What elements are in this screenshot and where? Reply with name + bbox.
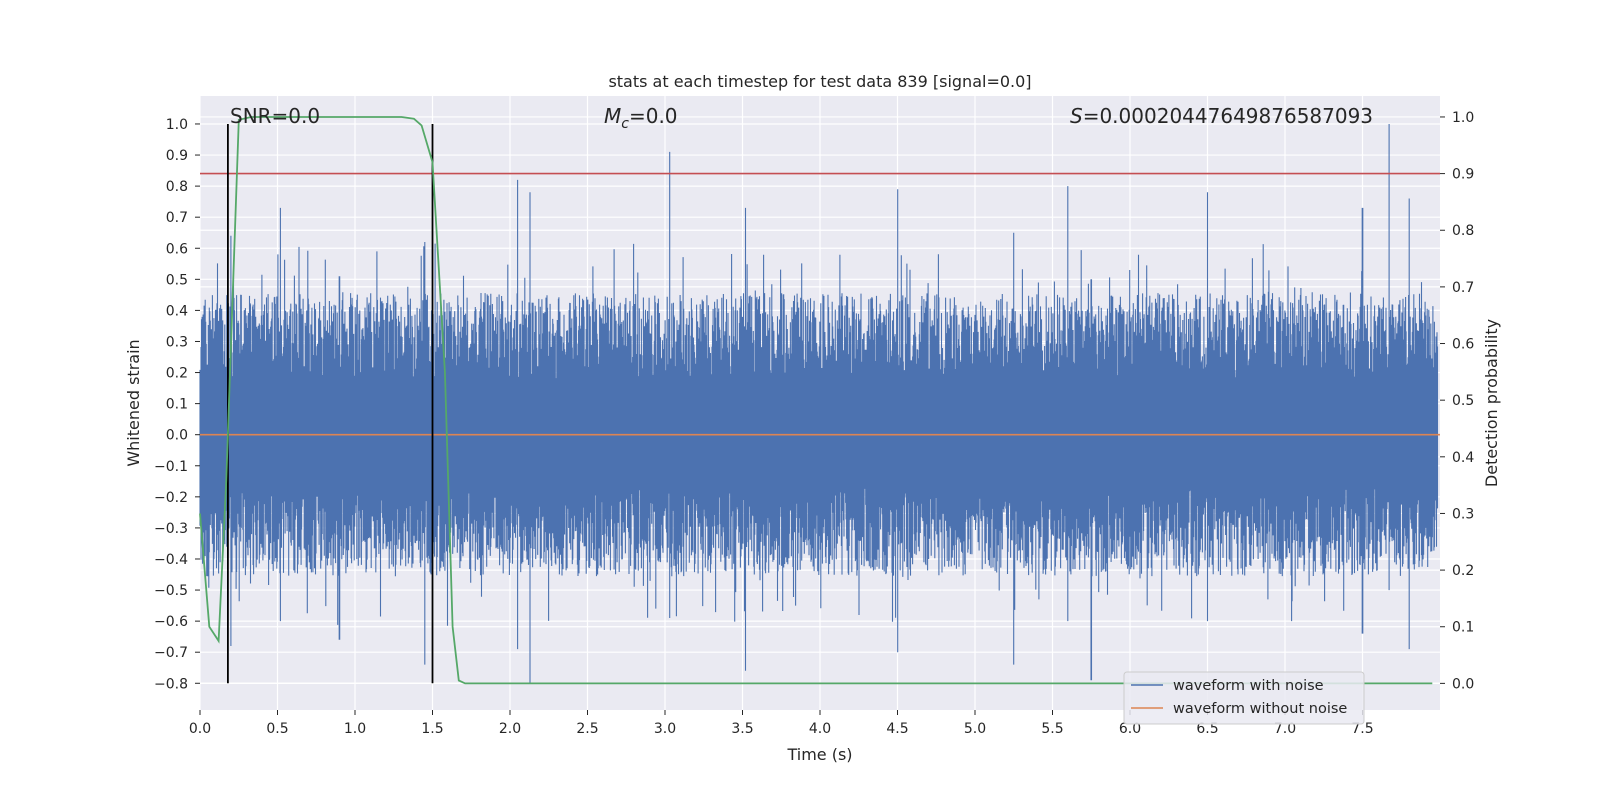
right-tick-label: 0.2 xyxy=(1452,563,1474,579)
x-tick-label: 5.0 xyxy=(964,721,986,737)
chirp-mass-subscript: c xyxy=(621,116,629,132)
x-tick-label: 7.0 xyxy=(1274,721,1296,737)
left-axis-ticks: 1.0 0.9 0.8 0.7 0.6 0.5 0.4 0.3 0.2 0.1 0.0 −0.1 −0.… xyxy=(154,117,200,692)
right-tick-label: 0.5 xyxy=(1452,393,1474,409)
left-tick-label: −0.7 xyxy=(154,645,188,661)
left-axis-label: Whitened strain xyxy=(124,339,143,466)
snr-annotation: SNR=0.0 xyxy=(230,104,320,128)
left-tick-label: 0.1 xyxy=(166,397,188,413)
left-tick-label: −0.4 xyxy=(154,552,188,568)
left-tick-label: 0.4 xyxy=(166,303,188,319)
chart-title: stats at each timestep for test data 839… xyxy=(608,72,1031,91)
x-tick-label: 4.5 xyxy=(886,721,908,737)
noise-waveform-path xyxy=(199,124,1439,684)
left-tick-label: −0.2 xyxy=(154,490,188,506)
right-tick-label: 0.9 xyxy=(1452,167,1474,183)
chirp-mass-annotation: Mc=0.0 xyxy=(604,104,678,132)
legend: waveform with noise waveform without noi… xyxy=(1123,671,1365,725)
left-tick-label: 1.0 xyxy=(166,117,188,133)
right-tick-label: 0.3 xyxy=(1452,506,1474,522)
series-lines xyxy=(199,116,1440,685)
legend-box xyxy=(1123,671,1365,725)
left-tick-label: 0.0 xyxy=(166,428,188,444)
chirp-mass-symbol: M xyxy=(604,104,621,128)
right-axis-ticks: 1.0 0.9 0.8 0.7 0.6 0.5 0.4 0.3 0.2 0.1 0.0 xyxy=(1440,110,1474,692)
right-axis-label: Detection probability xyxy=(1482,319,1501,487)
left-tick-label: 0.3 xyxy=(166,334,188,350)
right-tick-label: 1.0 xyxy=(1452,110,1474,126)
x-tick-label: 3.5 xyxy=(731,721,753,737)
x-tick-label: 3.0 xyxy=(654,721,676,737)
x-axis-label: Time (s) xyxy=(786,745,852,764)
left-tick-label: 0.8 xyxy=(166,179,188,195)
chirp-mass-value: =0.0 xyxy=(629,104,678,128)
x-tick-label: 7.5 xyxy=(1351,721,1373,737)
series-waveform-with-noise xyxy=(199,124,1439,684)
right-tick-label: 0.1 xyxy=(1452,620,1474,636)
right-tick-label: 0.6 xyxy=(1452,337,1474,353)
right-tick-label: 0.7 xyxy=(1452,280,1474,296)
score-value: =0.00020447649876587093 xyxy=(1083,104,1373,128)
x-tick-label: 6.5 xyxy=(1196,721,1218,737)
left-tick-label: 0.9 xyxy=(166,148,188,164)
left-tick-label: 0.6 xyxy=(166,241,188,257)
x-tick-label: 0.5 xyxy=(266,721,288,737)
x-tick-label: 1.5 xyxy=(421,721,443,737)
left-tick-label: 0.2 xyxy=(166,366,188,382)
x-tick-label: 0.0 xyxy=(189,721,211,737)
left-tick-label: −0.3 xyxy=(154,521,188,537)
legend-label-noise: waveform with noise xyxy=(1173,678,1324,694)
score-annotation: S=0.00020447649876587093 xyxy=(1070,104,1373,128)
x-axis-ticks: 0.0 0.5 1.0 1.5 2.0 2.5 3.0 3.5 4.0 4.5 5.0 5.5 6.0 6… xyxy=(189,710,1374,737)
x-tick-label: 4.0 xyxy=(809,721,831,737)
right-tick-label: 0.0 xyxy=(1452,676,1474,692)
left-tick-label: −0.6 xyxy=(154,614,188,630)
left-tick-label: −0.5 xyxy=(154,583,188,599)
left-tick-label: −0.8 xyxy=(154,676,188,692)
x-tick-label: 6.0 xyxy=(1119,721,1141,737)
detection-probability-line xyxy=(199,116,1433,685)
left-tick-label: 0.7 xyxy=(166,210,188,226)
x-tick-label: 5.5 xyxy=(1041,721,1063,737)
left-tick-label: 0.5 xyxy=(166,272,188,288)
score-symbol: S xyxy=(1070,104,1083,128)
right-tick-label: 0.4 xyxy=(1452,450,1474,466)
right-tick-label: 0.8 xyxy=(1452,223,1474,239)
x-tick-label: 2.0 xyxy=(499,721,521,737)
x-tick-label: 1.0 xyxy=(344,721,366,737)
left-tick-label: −0.1 xyxy=(154,459,188,475)
legend-label-clean: waveform without noise xyxy=(1173,701,1347,717)
x-tick-label: 2.5 xyxy=(576,721,598,737)
